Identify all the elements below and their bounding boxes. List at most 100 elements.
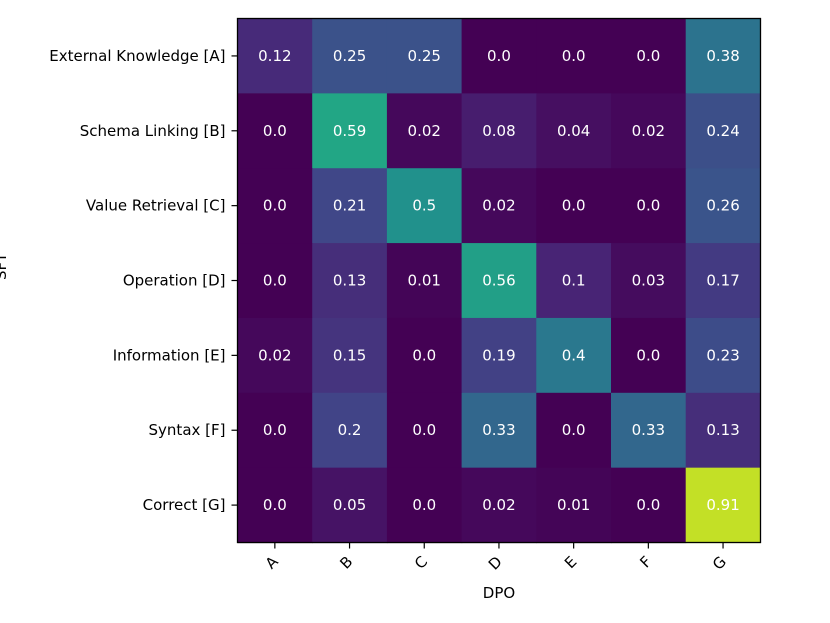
cell-value-label: 0.04: [557, 122, 590, 140]
x-tick-label: C: [411, 553, 431, 573]
y-axis: External Knowledge [A] Schema Linking [B]…: [49, 47, 238, 514]
cell-value-label: 0.19: [482, 346, 515, 364]
heatmap-cell: [312, 392, 388, 469]
cell-value-label: 0.33: [632, 421, 665, 439]
cell-value-label: 0.02: [408, 122, 441, 140]
heatmap-cell: [237, 243, 313, 319]
x-axis-label: DPO: [483, 584, 515, 602]
y-tick-label: Information [E]: [113, 346, 226, 364]
cell-value-label: 0.0: [263, 272, 287, 290]
cell-value-label: 0.0: [412, 496, 436, 514]
heatmap-cell: [611, 243, 687, 319]
heatmap-cell: [237, 168, 313, 244]
cell-value-label: 0.1: [562, 272, 586, 290]
heatmap-cell: [536, 93, 612, 169]
cell-value-label: 0.02: [482, 197, 515, 215]
cell-value-label: 0.03: [632, 272, 665, 290]
cell-value-label: 0.13: [706, 421, 739, 439]
heatmap-cell: [685, 168, 761, 244]
y-tick-label: External Knowledge [A]: [49, 47, 225, 65]
x-tick-label: A: [262, 552, 283, 573]
heatmap-cell: [312, 168, 388, 244]
cell-value-label: 0.38: [706, 47, 739, 65]
cell-value-label: 0.15: [333, 346, 366, 364]
cell-value-label: 0.91: [706, 496, 739, 514]
heatmap-cell: [386, 467, 463, 544]
cell-value-label: 0.02: [632, 122, 665, 140]
cell-value-label: 0.0: [636, 496, 660, 514]
heatmap-cell: [611, 392, 687, 469]
heatmap-cell: [386, 93, 463, 169]
heatmap-cell: [536, 168, 612, 244]
cell-value-label: 0.23: [706, 346, 739, 364]
heatmap-cell: [611, 168, 687, 244]
cell-value-label: 0.0: [263, 496, 287, 514]
heatmap-cell: [685, 467, 761, 544]
y-axis-label-clip: SFT: [0, 250, 14, 310]
x-tick-label: D: [485, 553, 506, 574]
heatmap-cells: [237, 18, 761, 544]
heatmap-cell: [312, 18, 388, 94]
heatmap-cell: [312, 467, 388, 544]
cell-value-labels: 0.12 0.25 0.25 0.0 0.0 0.0 0.38 0.0 0.59 0.02 0.08…: [258, 47, 740, 514]
heatmap-cell: [237, 392, 313, 469]
cell-value-label: 0.05: [333, 496, 366, 514]
heatmap-cell: [685, 93, 761, 169]
cell-value-label: 0.21: [333, 197, 366, 215]
heatmap-cell: [386, 392, 463, 469]
heatmap-cell: [536, 18, 612, 94]
cell-value-label: 0.08: [482, 122, 515, 140]
heatmap-cell: [237, 467, 313, 544]
cell-value-label: 0.0: [636, 47, 660, 65]
x-tick-label: E: [561, 553, 580, 572]
heatmap-cell: [685, 392, 761, 469]
cell-value-label: 0.25: [408, 47, 441, 65]
heatmap-cell: [461, 392, 537, 469]
cell-value-label: 0.12: [258, 47, 291, 65]
heatmap-cell: [461, 18, 537, 94]
cell-value-label: 0.4: [562, 346, 586, 364]
heatmap-cell: [536, 467, 612, 544]
cell-value-label: 0.0: [263, 122, 287, 140]
cell-value-label: 0.0: [636, 346, 660, 364]
cell-value-label: 0.0: [487, 47, 511, 65]
heatmap-cell: [536, 392, 612, 469]
heatmap-cell: [237, 317, 313, 394]
heatmap-cell: [536, 317, 612, 394]
x-axis: A B C D E F G: [262, 542, 730, 574]
heatmap-cell: [461, 317, 537, 394]
x-tick-label: F: [636, 553, 655, 572]
heatmap-cell: [461, 93, 537, 169]
cell-value-label: 0.0: [412, 421, 436, 439]
heatmap-cell: [386, 18, 463, 94]
y-axis-label: SFT: [0, 252, 10, 280]
heatmap-cell: [611, 93, 687, 169]
cell-value-label: 0.0: [263, 197, 287, 215]
heatmap-cell: [611, 467, 687, 544]
heatmap-cell: [312, 243, 388, 319]
cell-value-label: 0.01: [408, 272, 441, 290]
cell-value-label: 0.25: [333, 47, 366, 65]
heatmap-cell: [461, 243, 537, 319]
heatmap-cell: [685, 317, 761, 394]
y-tick-label: Syntax [F]: [149, 421, 226, 439]
heatmap-cell: [461, 467, 537, 544]
heatmap-cell: [312, 317, 388, 394]
cell-value-label: 0.01: [557, 496, 590, 514]
y-tick-label: Correct [G]: [143, 496, 226, 514]
heatmap-cell: [685, 18, 761, 94]
y-tick-label: Schema Linking [B]: [80, 122, 226, 140]
y-tick-label: Value Retrieval [C]: [86, 197, 226, 215]
heatmap-cell: [386, 168, 463, 244]
heatmap-cell: [611, 317, 687, 394]
heatmap-cell: [685, 243, 761, 319]
cell-value-label: 0.26: [706, 197, 739, 215]
x-tick-label: B: [336, 553, 356, 573]
cell-value-label: 0.59: [333, 122, 366, 140]
cell-value-label: 0.2: [338, 421, 362, 439]
cell-value-label: 0.0: [263, 421, 287, 439]
cell-value-label: 0.17: [706, 272, 739, 290]
cell-value-label: 0.0: [562, 47, 586, 65]
cell-value-label: 0.0: [636, 197, 660, 215]
